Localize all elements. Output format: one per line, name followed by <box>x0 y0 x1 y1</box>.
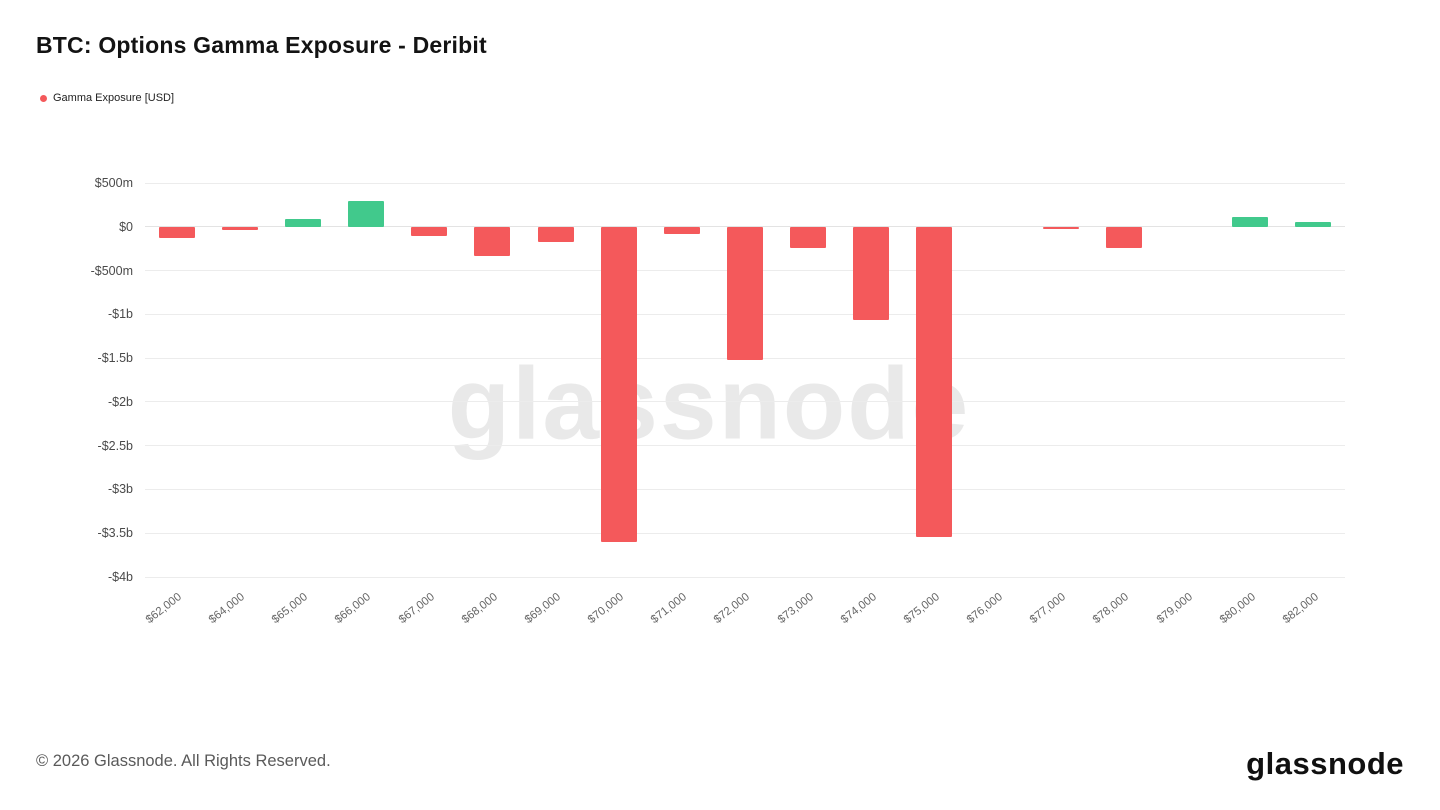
x-tick-label: $70,000 <box>585 591 627 627</box>
bar-64000[interactable] <box>221 226 258 231</box>
x-tick-label: $80,000 <box>1217 591 1258 627</box>
y-tick-label: -$2.5b <box>97 438 133 453</box>
gridline <box>145 576 1345 578</box>
bar-77000[interactable] <box>1042 226 1079 230</box>
page-title: BTC: Options Gamma Exposure - Deribit <box>36 32 487 58</box>
y-tick-label: -$3b <box>107 482 133 497</box>
glassnode-logo: glassnode <box>1246 746 1404 781</box>
chart-plot-area: glassnode <box>145 182 1345 578</box>
y-tick-label: -$1b <box>107 307 133 322</box>
y-tick-label: $0 <box>119 219 133 234</box>
y-tick-label: -$3.5b <box>97 526 133 541</box>
bar-66000[interactable] <box>348 201 385 227</box>
x-tick-label: $73,000 <box>775 591 816 627</box>
bar-74000[interactable] <box>853 226 890 320</box>
y-tick-label: -$1.5b <box>97 351 133 366</box>
x-tick-label: $67,000 <box>396 591 437 627</box>
bar-67000[interactable] <box>411 226 448 236</box>
legend-item-gamma-exposure[interactable]: Gamma Exposure [USD] <box>40 92 174 104</box>
x-tick-label: $69,000 <box>522 591 563 627</box>
x-tick-label: $75,000 <box>901 591 942 627</box>
bar-73000[interactable] <box>790 226 827 248</box>
y-tick-label: -$4b <box>107 570 133 584</box>
legend-dot-icon <box>40 94 47 102</box>
copyright-text: © 2026 Glassnode. All Rights Reserved. <box>36 752 331 770</box>
bar-62000[interactable] <box>158 226 195 239</box>
y-tick-label: $500m <box>94 176 133 190</box>
x-axis-labels: $62,000 $64,000 $65,000 $66,000 $67,000 $68,0… <box>143 577 1345 667</box>
bar-82000[interactable] <box>1295 221 1332 227</box>
x-tick-label: $74,000 <box>838 591 879 627</box>
x-tick-label: $68,000 <box>459 591 500 627</box>
y-tick-label: -$500m <box>90 263 133 278</box>
x-tick-label: $72,000 <box>712 591 753 627</box>
x-tick-label: $78,000 <box>1091 591 1132 627</box>
x-tick-label: $79,000 <box>1154 591 1195 627</box>
bar-69000[interactable] <box>537 226 574 242</box>
legend-label: Gamma Exposure [USD] <box>53 92 175 104</box>
x-tick-label: $65,000 <box>270 591 311 627</box>
bar-68000[interactable] <box>474 226 511 256</box>
bar-72000[interactable] <box>727 226 763 360</box>
x-tick-label: $82,000 <box>1280 591 1321 627</box>
bar-70000[interactable] <box>600 226 637 542</box>
gridline <box>145 532 1345 534</box>
bar-75000[interactable] <box>916 226 953 537</box>
x-tick-label: $76,000 <box>964 591 1006 627</box>
x-tick-label: $64,000 <box>206 591 248 627</box>
gridline <box>145 401 1345 403</box>
x-tick-label: $66,000 <box>333 591 374 627</box>
gridline <box>145 182 1345 184</box>
gridline <box>145 445 1345 447</box>
bar-65000[interactable] <box>284 218 321 227</box>
x-tick-label: $62,000 <box>143 591 184 627</box>
bar-71000[interactable] <box>663 226 700 234</box>
bar-80000[interactable] <box>1232 217 1269 227</box>
x-tick-label: $77,000 <box>1028 591 1069 627</box>
y-axis-labels: $500m $0 -$500m -$1b -$1.5b -$2b -$2.5b -$3b -$3… <box>0 176 133 584</box>
y-tick-label: -$2b <box>107 394 133 409</box>
bar-78000[interactable] <box>1105 226 1142 248</box>
gridline <box>145 488 1345 490</box>
x-tick-label: $71,000 <box>649 591 690 627</box>
